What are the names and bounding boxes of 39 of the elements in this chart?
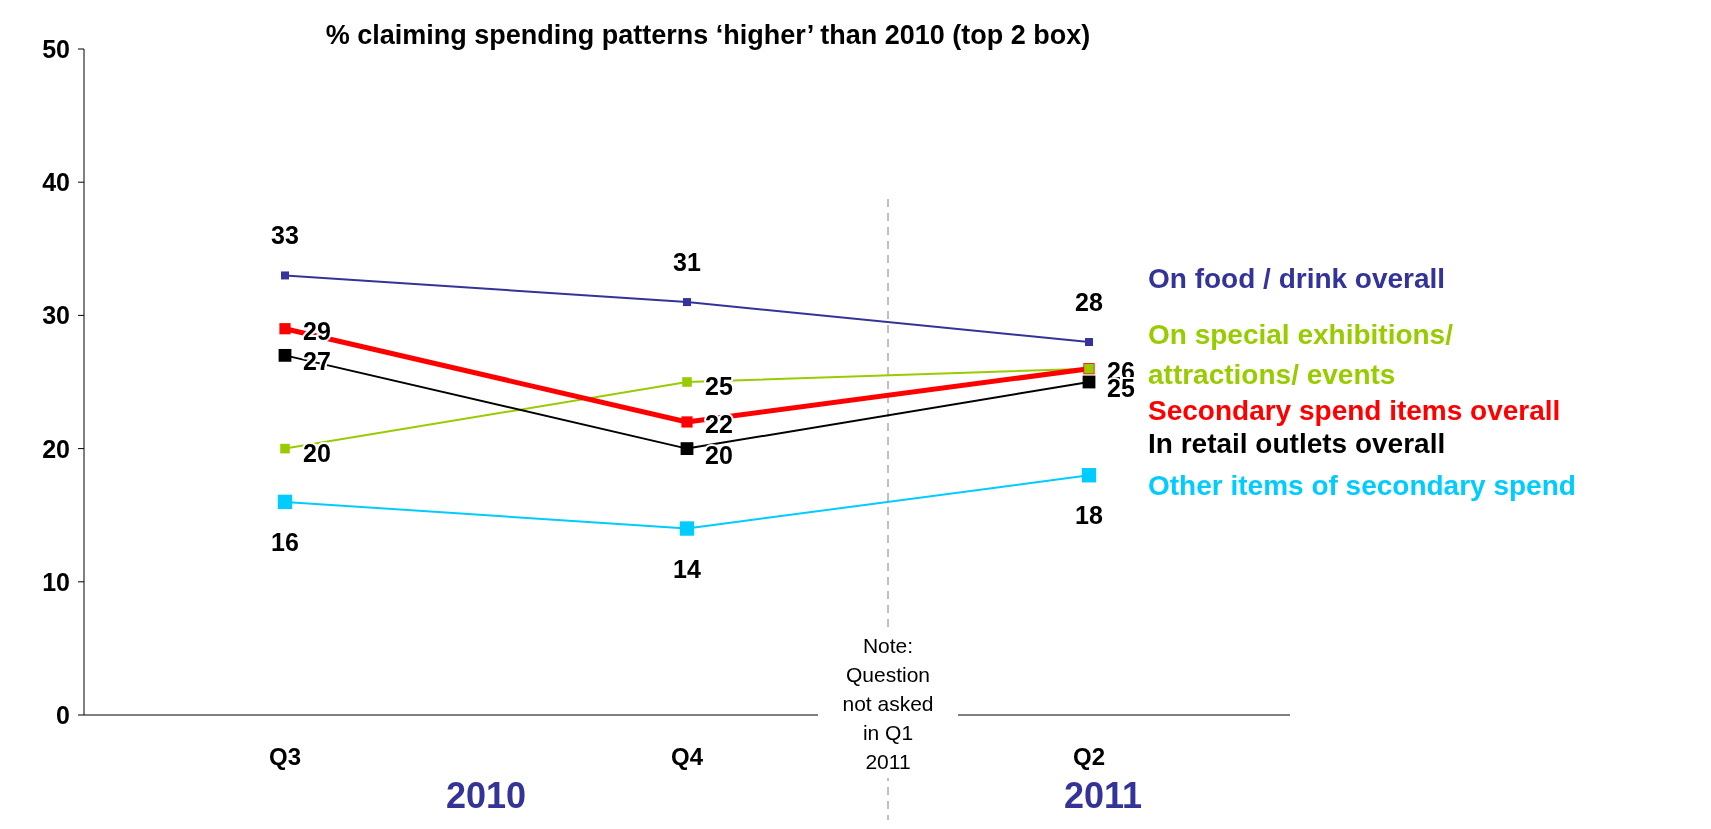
data-label: 18	[1075, 501, 1103, 530]
x-tick-label: Q2	[1072, 743, 1106, 770]
point	[281, 271, 289, 280]
text: 2011	[1063, 775, 1143, 816]
point	[277, 494, 293, 510]
y-tick-label: 0	[56, 701, 70, 729]
point	[683, 298, 691, 307]
data-label: 16	[271, 527, 299, 556]
y-tick-label: 40	[42, 168, 70, 197]
data-label: 20	[303, 438, 331, 467]
y-tick-label: 50	[42, 35, 70, 63]
point	[682, 377, 692, 387]
y-tick-label: 10	[42, 567, 70, 596]
point	[278, 348, 292, 362]
series-label: On special exhibitions/ attractions/ events	[1148, 319, 1454, 390]
y-tick-label: 20	[42, 434, 70, 463]
point	[280, 443, 290, 454]
point	[681, 416, 693, 428]
point	[279, 323, 291, 335]
chart-title: % claiming spending patterns ‘higher’ than 2010 (top 2 box)	[325, 20, 1091, 50]
text: Secondary spend items overall	[1148, 395, 1561, 426]
text: On food / drink overall	[1148, 263, 1446, 294]
point	[679, 521, 695, 536]
x-tick-label: Q3	[268, 743, 302, 770]
y-tick-label: 30	[42, 301, 70, 330]
data-label: 20	[705, 440, 733, 469]
text: 2011	[865, 750, 911, 773]
data-label: 28	[1075, 288, 1103, 317]
series-label: Other items of secondary spend	[1148, 470, 1576, 501]
data-label: 33	[271, 221, 299, 250]
text: 2010	[445, 775, 527, 816]
point	[680, 442, 694, 455]
x-tick-label: Q4	[670, 743, 704, 770]
point	[1081, 468, 1097, 483]
text: In retail outlets overall	[1148, 428, 1446, 459]
data-label: 31	[673, 248, 701, 277]
data-label: 14	[673, 554, 701, 583]
point	[1085, 338, 1093, 347]
text: Note: Question not asked in Q1	[842, 634, 934, 744]
